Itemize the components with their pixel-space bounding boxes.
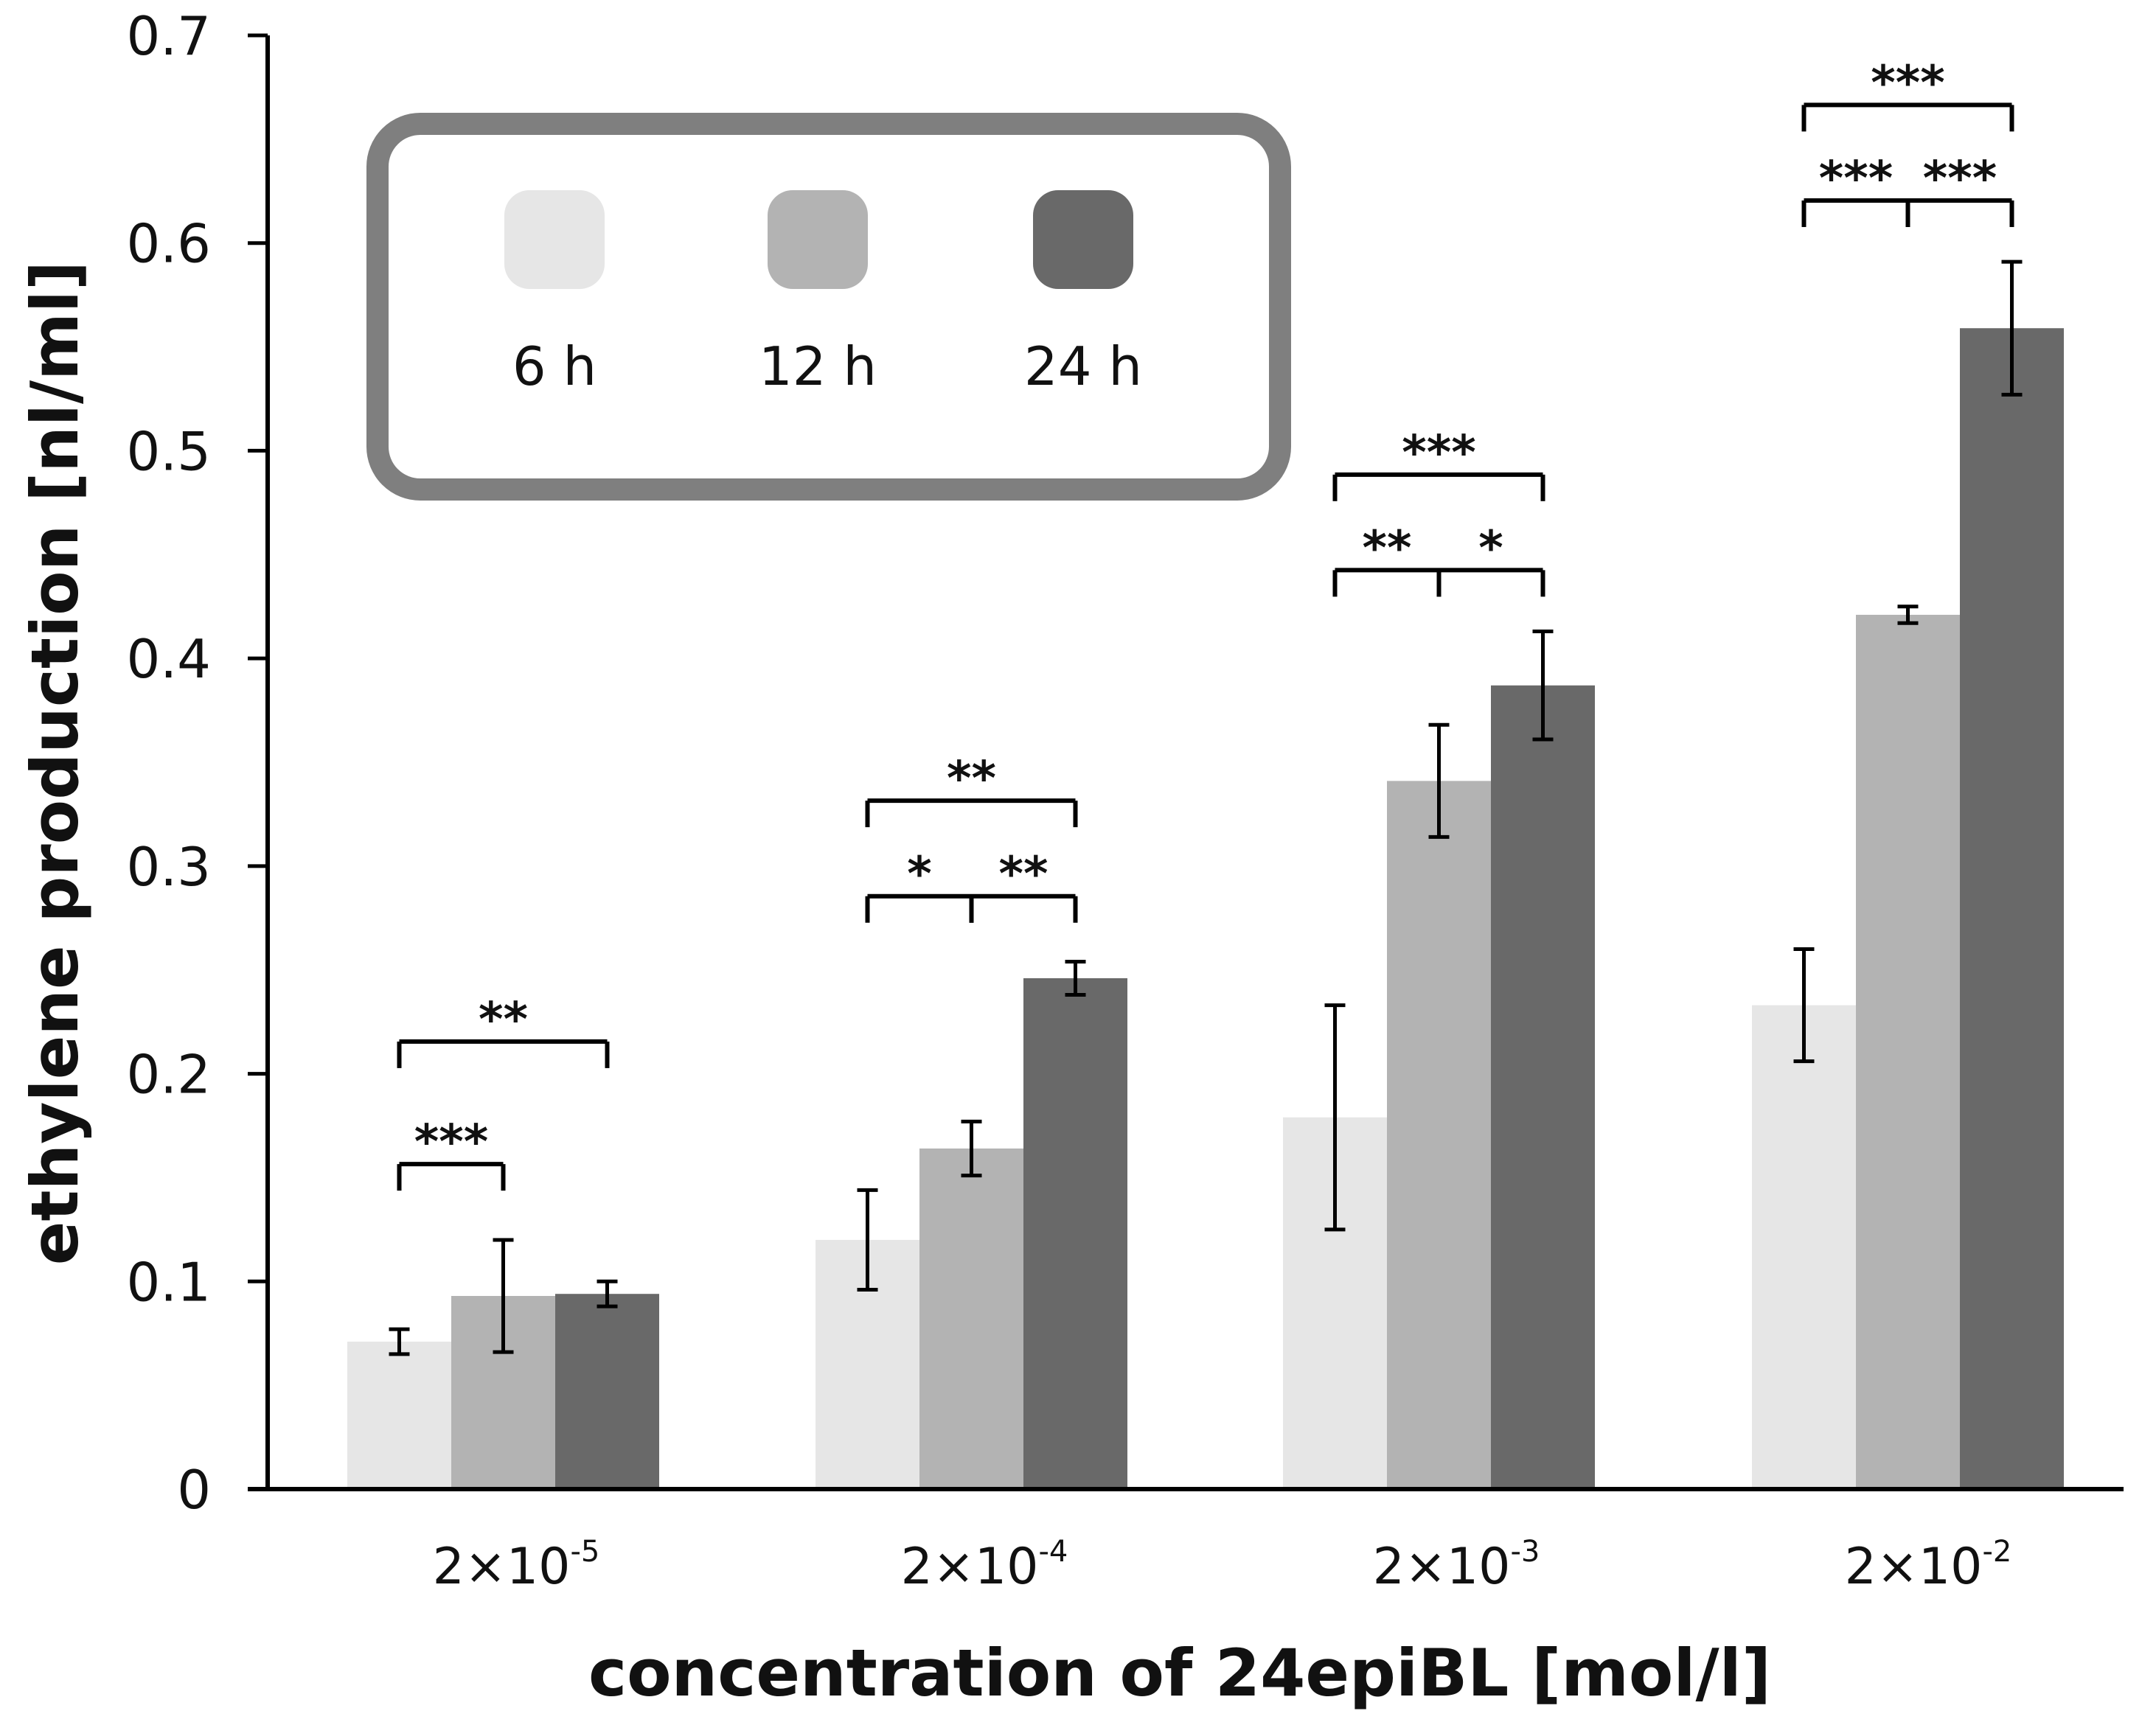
error-bar bbox=[389, 1327, 410, 1356]
error-bar bbox=[1065, 959, 1086, 997]
bar bbox=[1387, 781, 1491, 1489]
significance-label: * bbox=[1478, 521, 1503, 576]
bar bbox=[1023, 978, 1127, 1489]
significance-label: *** bbox=[1819, 152, 1893, 206]
legend-label: 6 h bbox=[512, 335, 597, 397]
bar bbox=[1752, 1005, 1856, 1489]
y-tick-label: 0.5 bbox=[126, 420, 211, 482]
significance-label: * bbox=[907, 848, 931, 902]
significance-label: *** bbox=[1871, 56, 1944, 111]
y-tick-label: 0.2 bbox=[126, 1044, 211, 1106]
bar bbox=[1491, 685, 1595, 1490]
y-axis-title: ethylene production [nl/ml] bbox=[17, 261, 93, 1265]
x-tick-label: 2×10-3 bbox=[1373, 1535, 1540, 1596]
significance-bracket bbox=[1801, 102, 2014, 132]
significance-bracket bbox=[1905, 198, 2014, 227]
error-bar bbox=[857, 1188, 878, 1292]
y-tick-label: 0.4 bbox=[126, 628, 211, 690]
x-tick-label: 2×10-2 bbox=[1845, 1535, 2012, 1596]
legend-swatch bbox=[1033, 190, 1133, 289]
legend-item: 24 h bbox=[1024, 190, 1142, 397]
significance-bracket bbox=[1436, 568, 1545, 597]
legend-item: 6 h bbox=[504, 190, 605, 397]
error-bar bbox=[2001, 259, 2023, 397]
x-tick-label: 2×10-5 bbox=[433, 1535, 600, 1596]
significance-label: ** bbox=[947, 752, 996, 806]
y-tick-label: 0.3 bbox=[126, 836, 211, 898]
bar bbox=[555, 1294, 659, 1489]
legend-frame bbox=[366, 113, 1291, 501]
bar bbox=[1856, 614, 1960, 1489]
bars-layer bbox=[347, 328, 2064, 1490]
error-bar bbox=[961, 1119, 982, 1178]
error-bar bbox=[1324, 1003, 1346, 1232]
significance-label: *** bbox=[1923, 152, 1997, 206]
legend-label: 12 h bbox=[759, 335, 877, 397]
legend-swatch bbox=[504, 190, 605, 289]
error-bar bbox=[493, 1238, 514, 1354]
legend-label: 24 h bbox=[1024, 335, 1142, 397]
y-ticks-layer: 0 0.1 0.2 0.3 0.4 0.5 0.6 0.7 bbox=[126, 5, 268, 1521]
error-bar bbox=[1793, 947, 1815, 1064]
significance-bracket bbox=[397, 1039, 610, 1068]
bar bbox=[347, 1341, 451, 1489]
x-tick-labels-layer: 2×10-5 2×10-4 2×10-3 2×10-2 bbox=[433, 1535, 2012, 1596]
significance-layer: ****** ****** ******* ****** bbox=[397, 56, 2014, 1191]
error-bar bbox=[1897, 604, 1919, 625]
bar bbox=[919, 1148, 1023, 1489]
significance-bracket bbox=[969, 893, 1078, 923]
significance-bracket bbox=[865, 798, 1078, 828]
error-bar bbox=[1532, 630, 1554, 742]
x-tick-label: 2×10-4 bbox=[901, 1535, 1068, 1596]
y-tick-label: 0.6 bbox=[126, 213, 211, 275]
y-tick-label: 0.7 bbox=[126, 5, 211, 67]
y-tick-label: 0.1 bbox=[126, 1251, 211, 1313]
x-axis-title: concentration of 24epiBL [mol/l] bbox=[588, 1635, 1771, 1711]
bar bbox=[1960, 328, 2064, 1489]
significance-label: *** bbox=[414, 1115, 488, 1170]
significance-label: *** bbox=[1402, 426, 1475, 481]
error-bar bbox=[1428, 722, 1450, 839]
significance-label: ** bbox=[479, 993, 528, 1048]
significance-bracket bbox=[397, 1162, 506, 1191]
legend-item: 12 h bbox=[759, 190, 877, 397]
legend: 6 h 12 h 24 h bbox=[366, 113, 1291, 501]
error-bar bbox=[597, 1279, 618, 1308]
legend-swatch bbox=[768, 190, 868, 289]
error-bars-layer bbox=[389, 259, 2023, 1356]
legend-items: 6 h 12 h 24 h bbox=[504, 190, 1142, 397]
axes-layer bbox=[248, 35, 2124, 1491]
significance-bracket bbox=[1332, 472, 1545, 501]
significance-label: ** bbox=[1363, 521, 1412, 576]
y-tick-label: 0 bbox=[177, 1459, 211, 1521]
significance-label: ** bbox=[999, 848, 1049, 902]
